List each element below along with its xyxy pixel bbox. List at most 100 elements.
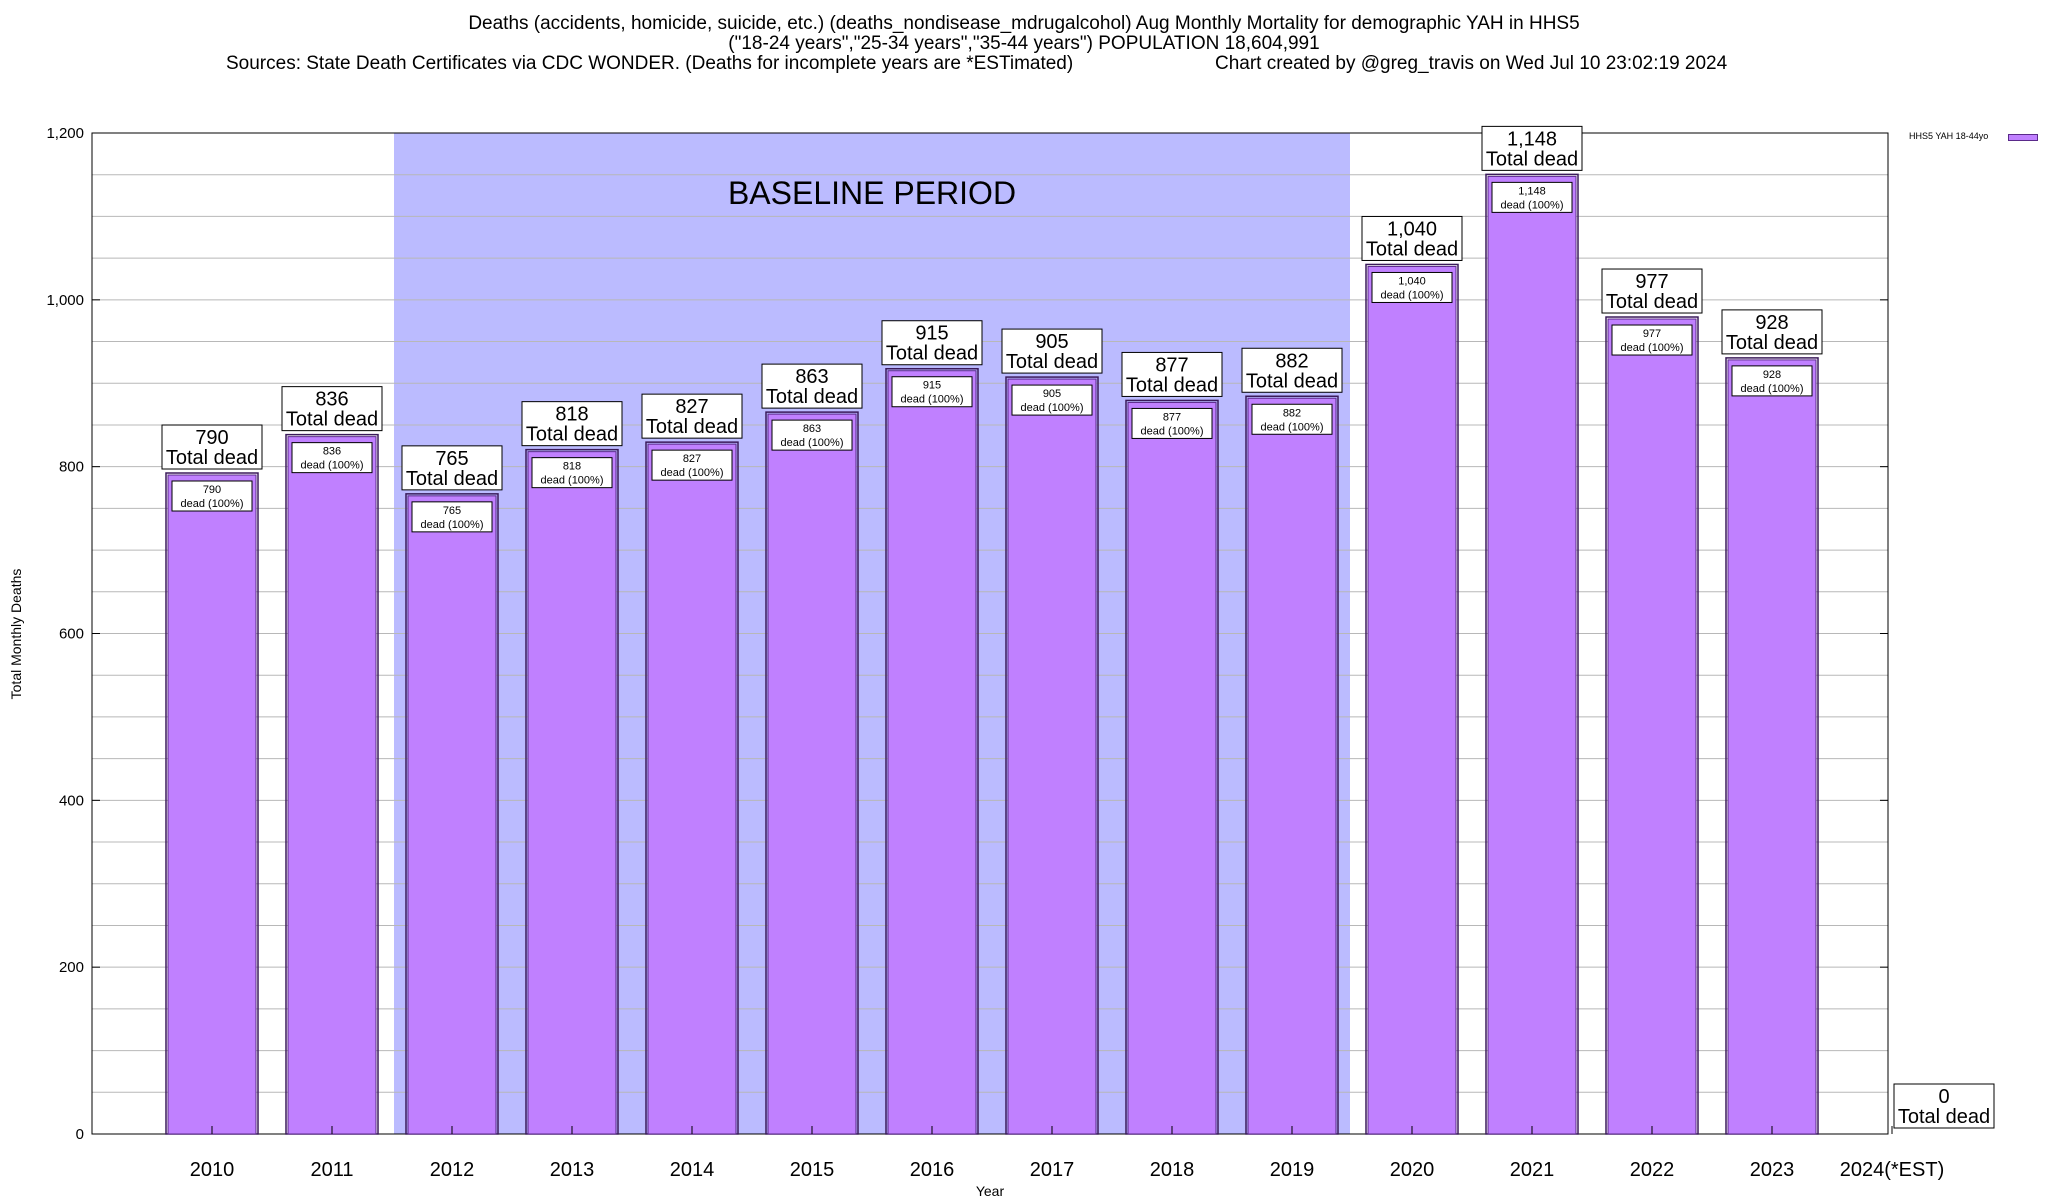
bar-total-label-box xyxy=(1893,1083,1995,1129)
x-tick-label: 2024(*EST) xyxy=(1840,1159,1945,1181)
bar xyxy=(1367,265,1457,1135)
bar-inner-label: dead (100%) xyxy=(1741,383,1804,395)
bar-total-value: 1,148 xyxy=(1507,128,1557,150)
legend-swatch xyxy=(2008,134,2038,141)
bar-inner-value: 928 xyxy=(1763,369,1781,381)
bar-total-label: Total dead xyxy=(1898,1106,1990,1128)
bar-total-label-box xyxy=(1481,125,1583,171)
bar-total-value: 1,040 xyxy=(1387,218,1437,240)
bar-inner-value: 877 xyxy=(1163,411,1181,423)
bar xyxy=(647,443,737,1135)
bar-inner-label: dead (100%) xyxy=(661,467,724,479)
bar-total-value: 905 xyxy=(1035,331,1068,353)
bar-inner-label-box xyxy=(771,419,853,451)
bar-inner-value: 827 xyxy=(683,453,701,465)
x-tick-label: 2013 xyxy=(550,1159,595,1181)
x-tick-label: 2017 xyxy=(1030,1159,1075,1181)
bar xyxy=(767,413,857,1135)
bar xyxy=(527,451,617,1135)
x-tick-label: 2020 xyxy=(1390,1159,1435,1181)
bar-inner-label-box xyxy=(1731,365,1813,397)
bar-inner-label: dead (100%) xyxy=(301,460,364,472)
bar-total-value: 790 xyxy=(195,427,228,449)
x-tick-label: 2021 xyxy=(1510,1159,1555,1181)
bar-inner-label-box xyxy=(411,501,493,533)
bar-total-label: Total dead xyxy=(1606,291,1698,313)
bar-inner-value: 1,148 xyxy=(1518,185,1546,197)
x-tick-label: 2015 xyxy=(790,1159,835,1181)
bar-inner-label-box xyxy=(1131,407,1213,439)
bar-inner-label: dead (100%) xyxy=(1501,199,1564,211)
bar xyxy=(1127,401,1217,1135)
bar-total-label-box xyxy=(641,393,743,439)
bar-total-label: Total dead xyxy=(526,424,618,446)
bar-total-label: Total dead xyxy=(886,343,978,365)
x-axis-label: Year xyxy=(976,1183,1005,1199)
y-tick-label: 200 xyxy=(59,959,84,976)
bar-inner-value: 977 xyxy=(1643,328,1661,340)
bar xyxy=(1487,175,1577,1135)
bar-inner-value: 863 xyxy=(803,423,821,435)
bar-inner-value: 836 xyxy=(323,446,341,458)
bar-inner-label-box xyxy=(531,457,613,489)
bar-total-label: Total dead xyxy=(646,416,738,438)
x-tick-label: 2016 xyxy=(910,1159,955,1181)
y-tick-label: 1,200 xyxy=(46,125,84,142)
bar-inner-label-box xyxy=(891,376,973,408)
y-tick-label: 1,000 xyxy=(46,292,84,309)
baseline-period-label: BASELINE PERIOD xyxy=(728,175,1016,211)
bar-inner-label-box xyxy=(651,449,733,481)
bar-total-label: Total dead xyxy=(766,386,858,408)
bar-total-label: Total dead xyxy=(1366,238,1458,260)
bar-total-label-box xyxy=(881,320,983,366)
bar-total-label-box xyxy=(521,401,623,447)
bar-inner-label: dead (100%) xyxy=(781,437,844,449)
chart-subtitle: ("18-24 years","25-34 years","35-44 year… xyxy=(728,33,1320,54)
bar-total-label-box xyxy=(161,424,263,470)
bar-inner-label-box xyxy=(1011,384,1093,416)
bar-inner-label-box xyxy=(171,480,253,512)
bar-inner-value: 905 xyxy=(1043,388,1061,400)
bar-total-value: 0 xyxy=(1938,1086,1949,1108)
bar-total-label-box xyxy=(1361,215,1463,261)
bar-total-label: Total dead xyxy=(1726,332,1818,354)
chart-sources: Sources: State Death Certificates via CD… xyxy=(226,53,1074,74)
bar-total-label: Total dead xyxy=(1486,148,1578,170)
x-tick-label: 2019 xyxy=(1270,1159,1315,1181)
bar-inner-value: 1,040 xyxy=(1398,275,1426,287)
x-tick-label: 2012 xyxy=(430,1159,475,1181)
bar-total-value: 818 xyxy=(555,404,588,426)
bar-inner-label: dead (100%) xyxy=(1141,425,1204,437)
bar-inner-value: 765 xyxy=(443,505,461,517)
y-tick-label: 0 xyxy=(76,1126,84,1143)
chart-title: Deaths (accidents, homicide, suicide, et… xyxy=(468,13,1580,34)
bar-inner-label-box xyxy=(1491,181,1573,213)
x-tick-label: 2018 xyxy=(1150,1159,1195,1181)
bar-inner-label-box xyxy=(1371,271,1453,303)
chart-credit: Chart created by @greg_travis on Wed Jul… xyxy=(1215,53,1728,74)
bar xyxy=(167,474,257,1135)
bar-total-value: 915 xyxy=(915,323,948,345)
x-tick-label: 2011 xyxy=(310,1159,353,1181)
bar-inner-label: dead (100%) xyxy=(901,394,964,406)
bar-total-value: 765 xyxy=(435,448,468,470)
bar-inner-label-box xyxy=(1251,403,1333,435)
y-tick-label: 400 xyxy=(59,792,84,809)
bar-total-label: Total dead xyxy=(1126,374,1218,396)
bar-total-value: 863 xyxy=(795,366,828,388)
x-tick-label: 2023 xyxy=(1750,1159,1795,1181)
bar-total-label-box xyxy=(401,445,503,491)
bar-inner-label: dead (100%) xyxy=(421,519,484,531)
bar-inner-label: dead (100%) xyxy=(181,498,244,510)
y-axis-label: Total Monthly Deaths xyxy=(8,569,24,700)
bar-total-value: 977 xyxy=(1635,271,1668,293)
bar-total-value: 882 xyxy=(1275,350,1308,372)
bar-inner-label: dead (100%) xyxy=(1381,289,1444,301)
bar xyxy=(287,436,377,1135)
bar xyxy=(1607,318,1697,1135)
bar xyxy=(1727,359,1817,1135)
bar-total-label-box xyxy=(761,363,863,409)
x-tick-label: 2014 xyxy=(670,1159,715,1181)
bar-total-value: 836 xyxy=(315,389,348,411)
